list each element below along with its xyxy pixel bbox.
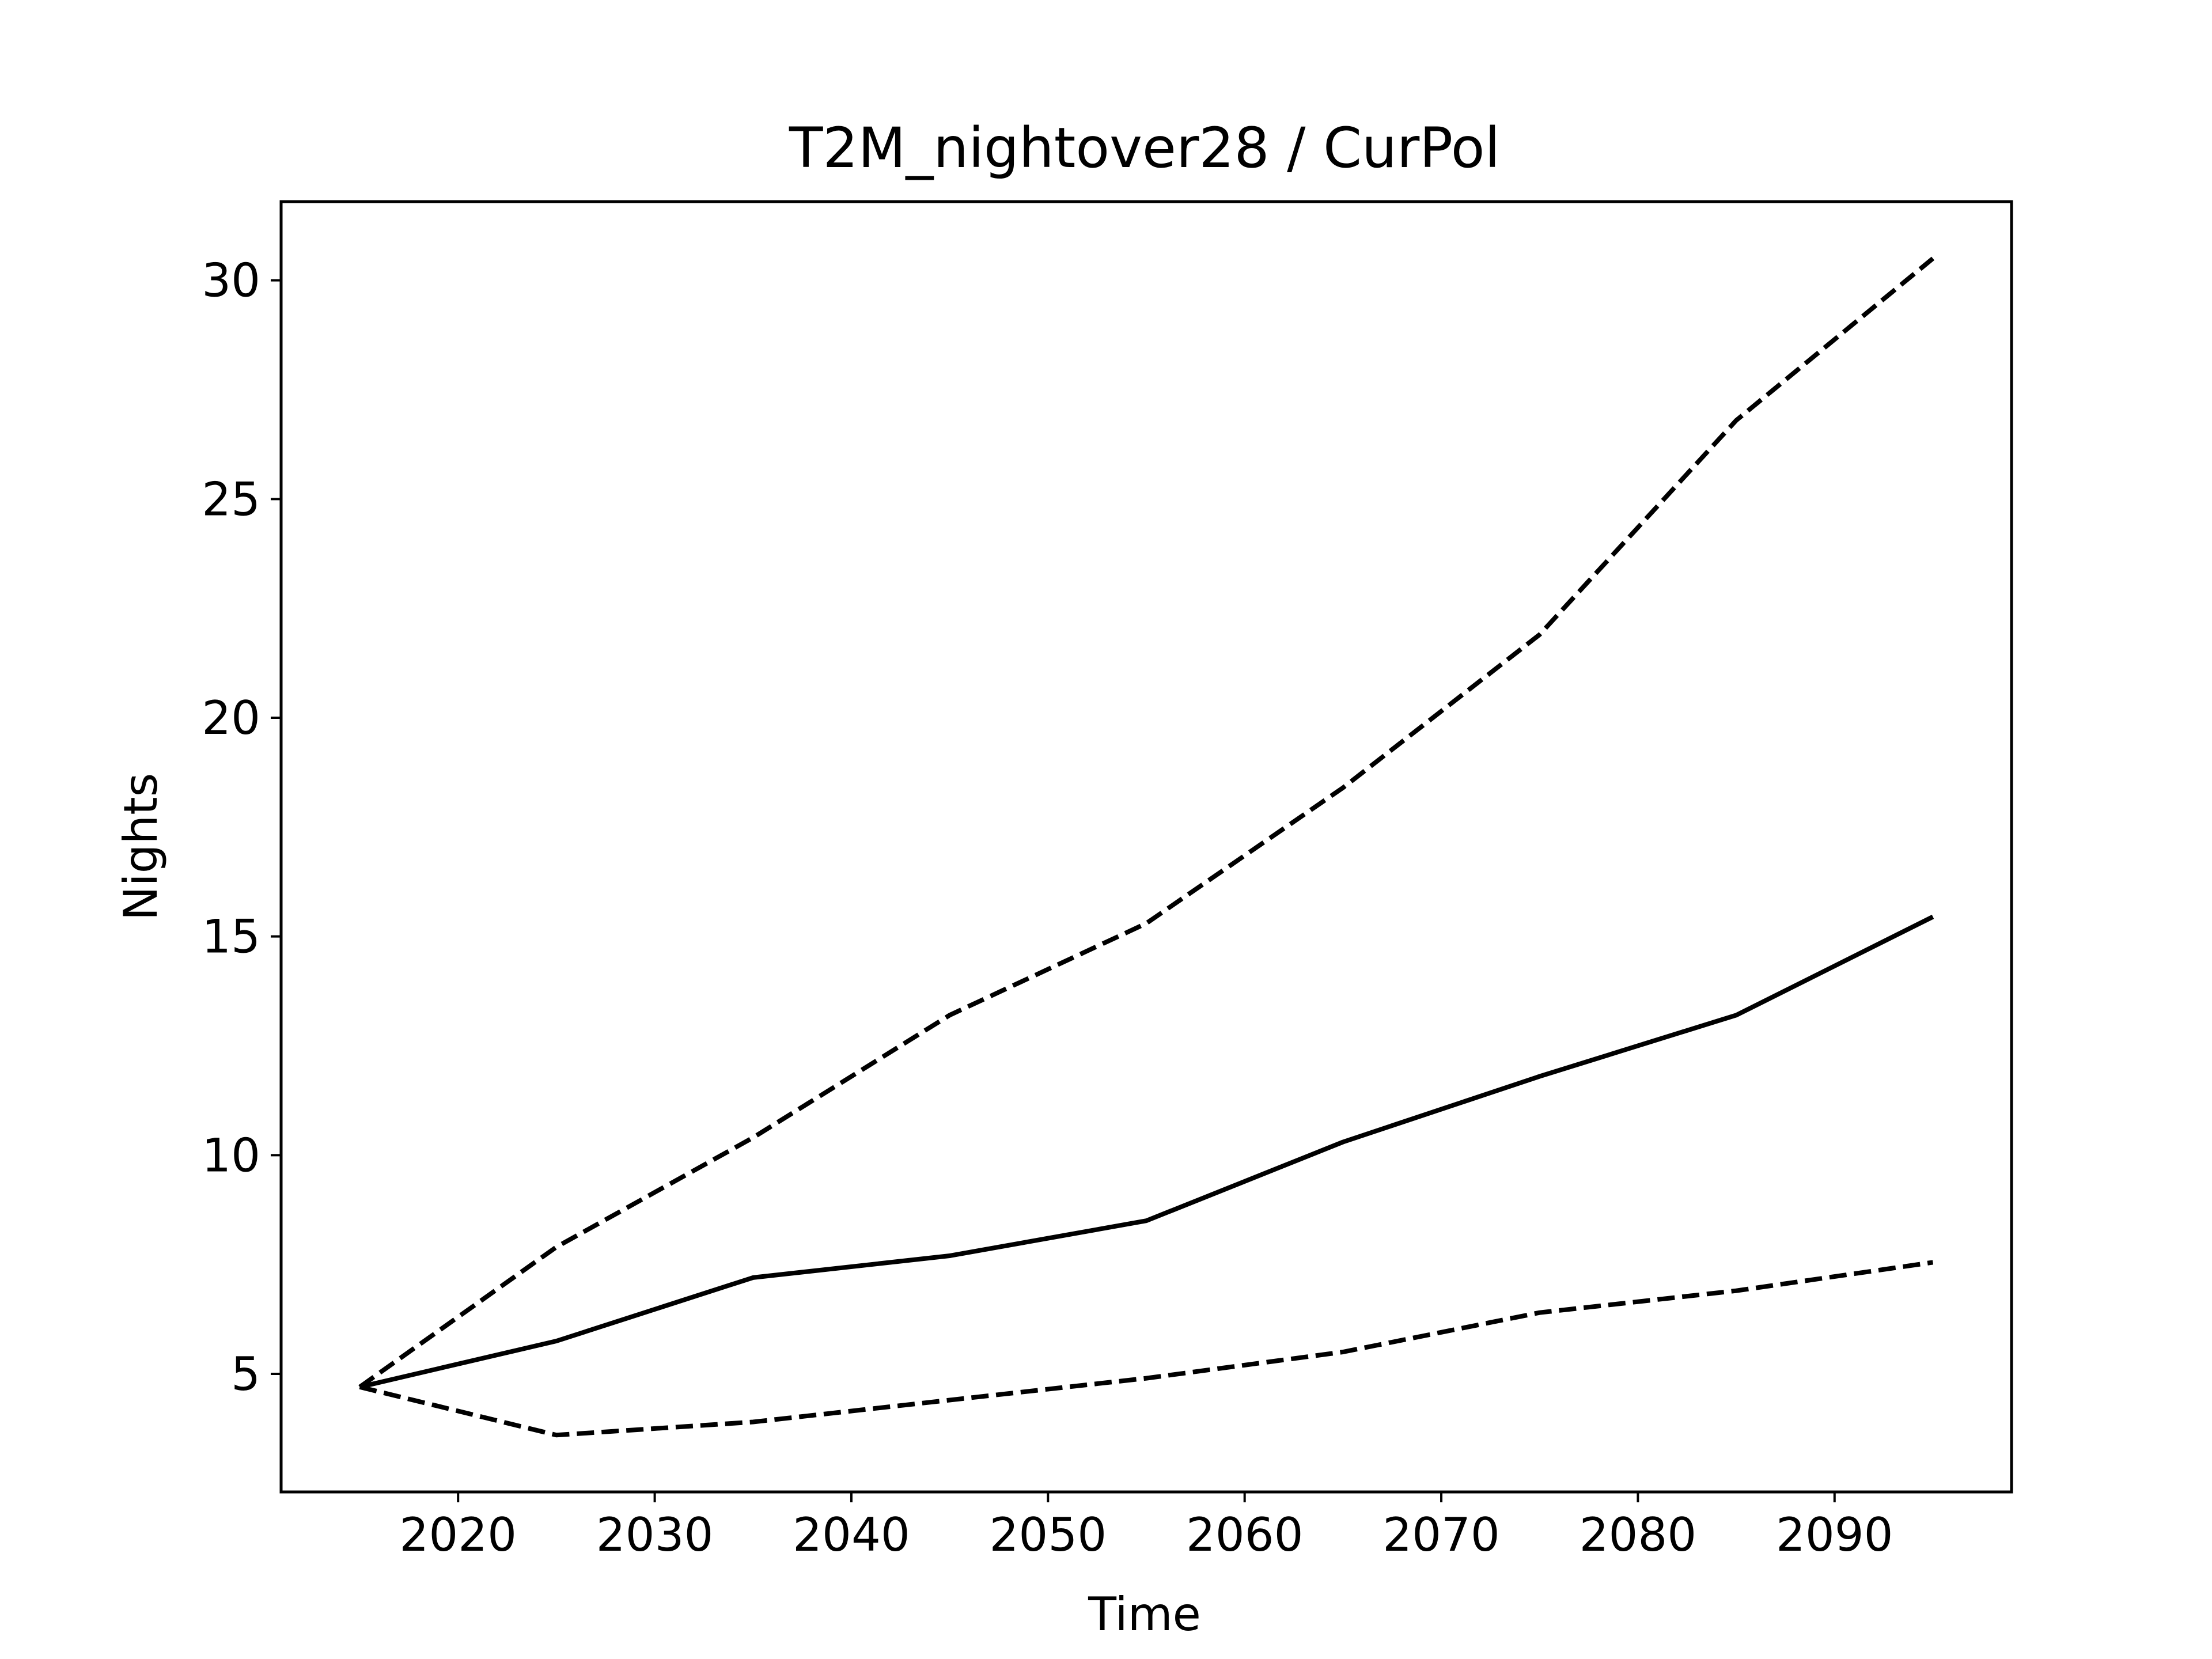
- series-line-2: [359, 914, 1934, 1389]
- y-tick-label: 25: [202, 472, 260, 526]
- y-axis-label: Nights: [114, 773, 168, 921]
- x-axis-label: Time: [1088, 1588, 1201, 1641]
- series-line-1: [358, 256, 1935, 1389]
- x-tick-label: 2080: [1580, 1508, 1697, 1562]
- x-tick-label: 2060: [1186, 1508, 1304, 1562]
- x-axis-ticks: 2020 2030 2040 2050 2060 2070 2080 2090: [399, 1492, 1893, 1562]
- x-tick-label: 2020: [399, 1508, 517, 1562]
- y-tick-label: 10: [202, 1128, 260, 1182]
- y-tick-label: 15: [202, 910, 260, 964]
- x-tick-label: 2070: [1382, 1508, 1500, 1562]
- x-tick-label: 2050: [990, 1508, 1107, 1562]
- series-line-3: [359, 1260, 1934, 1438]
- series-layer: [358, 256, 1935, 1438]
- x-tick-label: 2030: [596, 1508, 714, 1562]
- y-tick-label: 30: [202, 254, 260, 308]
- y-tick-label: 5: [231, 1347, 260, 1401]
- y-axis-ticks: 5 10 15 20 25 30: [202, 254, 281, 1401]
- chart-title: T2M_nightover28 / CurPol: [789, 116, 1500, 180]
- plot-frame: [279, 200, 2013, 1494]
- x-tick-label: 2040: [793, 1508, 910, 1562]
- y-tick-label: 20: [202, 691, 260, 745]
- x-tick-label: 2090: [1776, 1508, 1893, 1562]
